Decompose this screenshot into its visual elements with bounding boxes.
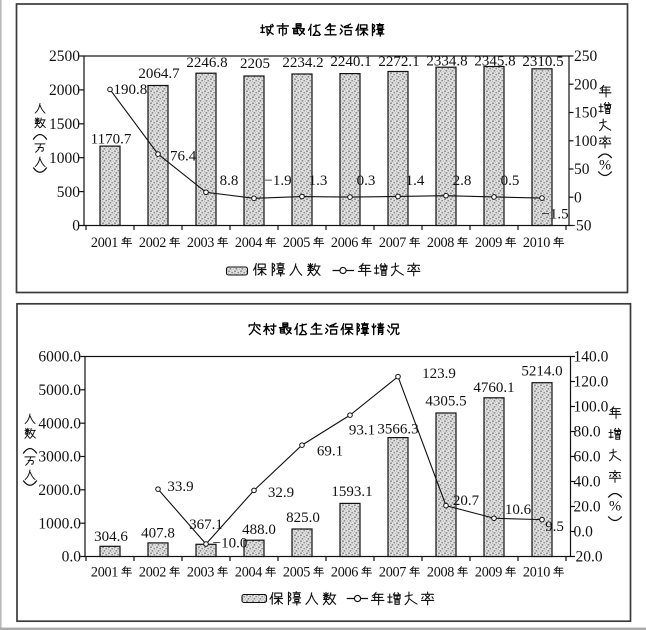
svg-text:2004: 2004	[235, 235, 262, 251]
svg-text:2246.8: 2246.8	[186, 55, 227, 71]
svg-text:488.0: 488.0	[242, 522, 276, 538]
svg-text:3000.0: 3000.0	[38, 449, 81, 466]
svg-text:2007: 2007	[379, 565, 406, 581]
svg-text:69.1: 69.1	[317, 444, 343, 460]
svg-text:0: 0	[574, 189, 582, 206]
svg-text:2003: 2003	[187, 565, 214, 581]
svg-text:367.1: 367.1	[189, 517, 223, 533]
svg-text:2006: 2006	[331, 235, 358, 251]
svg-text:2064.7: 2064.7	[138, 66, 180, 82]
svg-text:2009: 2009	[475, 565, 502, 581]
svg-text:2003: 2003	[187, 235, 214, 251]
svg-text:1.3: 1.3	[309, 173, 328, 189]
svg-text:8.8: 8.8	[220, 173, 239, 189]
svg-text:93.1: 93.1	[349, 423, 375, 439]
svg-text:2345.8: 2345.8	[474, 54, 515, 70]
svg-text:3566.3: 3566.3	[377, 422, 418, 438]
svg-text:4000.0: 4000.0	[38, 415, 81, 432]
svg-text:2005: 2005	[283, 565, 310, 581]
svg-text:1170.7: 1170.7	[91, 132, 132, 148]
svg-text:2272.1: 2272.1	[378, 54, 419, 70]
svg-text:200: 200	[574, 77, 598, 94]
svg-text:5214.0: 5214.0	[521, 364, 562, 380]
svg-text:4305.5: 4305.5	[425, 394, 466, 410]
svg-text:0.5: 0.5	[501, 173, 520, 189]
svg-text:140.0: 140.0	[574, 349, 609, 366]
svg-text:1593.1: 1593.1	[331, 484, 372, 500]
svg-text:2002: 2002	[139, 565, 166, 581]
svg-text:2010: 2010	[523, 235, 550, 251]
svg-text:20.0: 20.0	[574, 499, 601, 516]
svg-text:20.7: 20.7	[453, 493, 480, 509]
svg-text:120.0: 120.0	[574, 374, 609, 391]
svg-text:33.9: 33.9	[167, 479, 193, 495]
svg-text:76.4: 76.4	[170, 149, 197, 165]
svg-text:2002: 2002	[139, 235, 166, 251]
svg-text:32.9: 32.9	[268, 485, 294, 501]
svg-text:825.0: 825.0	[286, 510, 320, 526]
svg-text:%: %	[599, 158, 611, 174]
svg-text:407.8: 407.8	[141, 525, 175, 541]
svg-text:2010: 2010	[523, 565, 550, 581]
svg-text:9.5: 9.5	[545, 519, 564, 535]
svg-text:2008: 2008	[427, 565, 454, 581]
svg-text:304.6: 304.6	[94, 529, 128, 545]
svg-text:80.0: 80.0	[574, 424, 601, 441]
svg-text:1000.0: 1000.0	[38, 515, 81, 532]
svg-text:2005: 2005	[283, 235, 310, 251]
svg-text:100.0: 100.0	[574, 399, 609, 416]
svg-text:0.3: 0.3	[357, 173, 376, 189]
svg-text:40.0: 40.0	[574, 474, 601, 491]
svg-text:2500: 2500	[49, 48, 80, 65]
svg-text:2001: 2001	[91, 565, 118, 581]
svg-text:4760.1: 4760.1	[473, 380, 514, 396]
svg-text:2008: 2008	[427, 235, 454, 251]
svg-text:2006: 2006	[331, 565, 358, 581]
svg-text:2001: 2001	[91, 235, 118, 251]
svg-text:2334.8: 2334.8	[426, 54, 467, 70]
svg-text:2004: 2004	[235, 565, 262, 581]
svg-text:0.0: 0.0	[62, 549, 82, 566]
svg-text:1000: 1000	[49, 150, 80, 167]
svg-text:−1.5: −1.5	[541, 207, 568, 223]
svg-text:190.8: 190.8	[114, 82, 148, 98]
svg-text:2009: 2009	[475, 235, 502, 251]
svg-text:100: 100	[574, 133, 598, 150]
svg-text:−1.9: −1.9	[264, 173, 291, 189]
svg-text:%: %	[609, 499, 621, 515]
svg-text:60.0: 60.0	[574, 449, 601, 466]
svg-text:2000: 2000	[49, 82, 80, 99]
svg-text:10.6: 10.6	[505, 502, 532, 518]
svg-text:0.0: 0.0	[574, 524, 594, 541]
svg-text:2234.2: 2234.2	[282, 55, 323, 71]
svg-text:1.4: 1.4	[406, 173, 425, 189]
svg-text:2000.0: 2000.0	[38, 482, 81, 499]
svg-text:2240.1: 2240.1	[330, 54, 371, 70]
svg-text:2205: 2205	[240, 56, 270, 72]
svg-text:−50: −50	[567, 218, 591, 235]
svg-text:2.8: 2.8	[453, 173, 472, 189]
svg-text:0: 0	[72, 218, 80, 235]
svg-text:2310.5: 2310.5	[522, 54, 563, 70]
svg-text:6000.0: 6000.0	[38, 349, 81, 366]
svg-text:1500: 1500	[49, 116, 80, 133]
svg-text:−10.0: −10.0	[213, 536, 248, 552]
svg-text:123.9: 123.9	[422, 366, 456, 382]
svg-text:−20.0: −20.0	[567, 549, 603, 566]
svg-text:2007: 2007	[379, 235, 406, 251]
svg-text:150: 150	[574, 105, 598, 122]
svg-text:500: 500	[57, 184, 81, 201]
svg-text:250: 250	[574, 48, 598, 65]
svg-text:5000.0: 5000.0	[38, 382, 81, 399]
svg-text:50: 50	[574, 161, 590, 178]
